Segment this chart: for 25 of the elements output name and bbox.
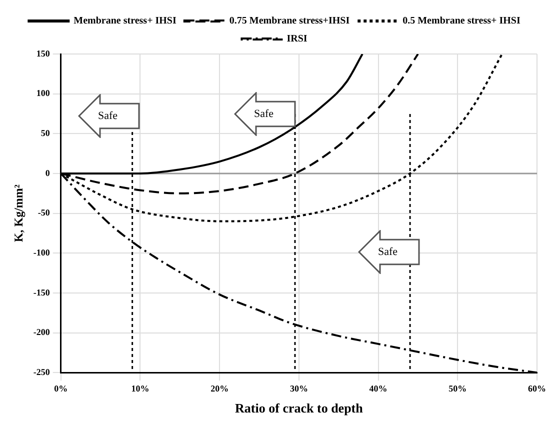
legend-label: 0.75 Membrane stress+IHSI bbox=[229, 16, 350, 27]
legend-label: IRSI bbox=[286, 34, 308, 45]
legend-label: 0.5 Membrane stress+ IHSI bbox=[402, 16, 520, 27]
x-tick-label: 30% bbox=[290, 383, 308, 394]
y-tick-label: -50 bbox=[38, 208, 50, 218]
y-tick-label: 50 bbox=[40, 128, 50, 138]
x-tick-label: 10% bbox=[131, 383, 150, 394]
y-tick-label: 100 bbox=[36, 88, 50, 98]
x-tick-label: 20% bbox=[210, 383, 229, 394]
y-tick-label: 0 bbox=[45, 168, 50, 178]
x-tick-label: 40% bbox=[369, 383, 388, 394]
y-tick-label: -150 bbox=[33, 287, 50, 298]
annotation: Safe bbox=[378, 245, 398, 259]
annotation: Safe bbox=[254, 107, 274, 121]
y-tick-label: -250 bbox=[33, 366, 50, 377]
x-tick-label: 60% bbox=[528, 383, 546, 394]
x-tick-label: 0% bbox=[54, 383, 68, 394]
x-axis-title: Ratio of crack to depth bbox=[235, 400, 364, 416]
y-tick-label: -200 bbox=[33, 327, 50, 338]
y-tick-label: -100 bbox=[33, 247, 50, 258]
annotation: Safe bbox=[98, 109, 118, 123]
y-tick-label: 150 bbox=[36, 48, 50, 58]
x-tick-label: 50% bbox=[448, 383, 467, 394]
legend-label: Membrane stress+ IHSI bbox=[74, 16, 176, 27]
y-axis-title: K, Kg/mm² bbox=[11, 184, 26, 242]
